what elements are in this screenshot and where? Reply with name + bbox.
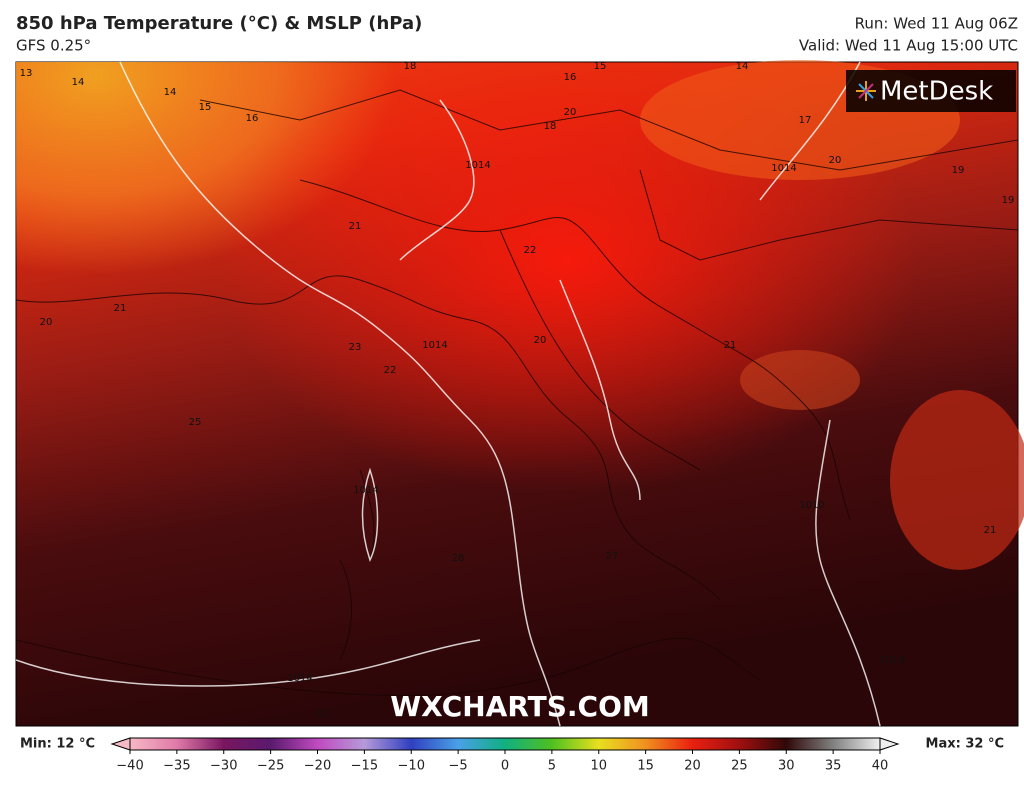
- colorbar-tick-label: 40: [872, 759, 889, 774]
- contour-label: 21: [724, 340, 737, 351]
- contour-label: 1014: [879, 655, 904, 666]
- colorbar-tick-label: −20: [304, 759, 331, 774]
- contour-label: 19: [952, 165, 965, 176]
- valid: Valid: Wed 11 Aug 15:00 UTC: [799, 37, 1018, 55]
- colorbar-tick-label: 20: [684, 759, 701, 774]
- contour-label: 20: [534, 335, 547, 346]
- run: Run: Wed 11 Aug 06Z: [855, 15, 1018, 33]
- contour-label: 19: [1002, 195, 1015, 206]
- contour-label: 22: [384, 365, 397, 376]
- contour-label: 14: [736, 61, 749, 72]
- colorbar-tick-label: −40: [116, 759, 143, 774]
- contour-label: 28: [452, 553, 465, 564]
- contour-label: 20: [40, 317, 53, 328]
- contour-label: 21: [114, 303, 127, 314]
- min-label: Min: 12 °C: [20, 737, 95, 752]
- logo: MetDesk: [880, 77, 993, 107]
- contour-label: 14: [164, 87, 177, 98]
- colorbar-tick-label: 10: [590, 759, 607, 774]
- contour-label: 1014: [465, 160, 490, 171]
- colorbar: −40 −35 −30 −25 −20 −15 −10 −5 0 5 10 15 20 25 30 35 40: [110, 737, 900, 774]
- contour-label: 1014: [287, 673, 312, 684]
- colorbar-tick-label: 35: [825, 759, 842, 774]
- contour-label: 21: [984, 525, 997, 536]
- colorbar-tick-label: −5: [449, 759, 468, 774]
- contour-label: 15: [199, 102, 212, 113]
- colorbar-tick-label: 30: [778, 759, 795, 774]
- colorbar-tick-label: −25: [257, 759, 284, 774]
- colorbar-tick-label: −15: [351, 759, 378, 774]
- colorbar-tick-label: −35: [163, 759, 190, 774]
- subtitle: GFS 0.25°: [16, 37, 91, 55]
- contour-label: 18: [544, 121, 557, 132]
- contour-label: 20: [829, 155, 842, 166]
- contour-label: 23: [349, 342, 362, 353]
- contour-label: 20: [564, 107, 577, 118]
- colorbar-tick-label: 0: [501, 759, 509, 774]
- contour-label: 13: [20, 68, 33, 79]
- contour-label: 17: [799, 115, 812, 126]
- contour-label: 21: [349, 221, 362, 232]
- contour-label: 31: [316, 709, 329, 720]
- colorbar-tick-label: 15: [637, 759, 654, 774]
- colorbar-high-end: [879, 737, 900, 751]
- colorbar-scale: [129, 737, 881, 751]
- colorbar-tick-label: −30: [210, 759, 237, 774]
- title: 850 hPa Temperature (°C) & MSLP (hPa): [16, 13, 422, 34]
- contour-label: 18: [404, 61, 417, 72]
- map: 13 14 14 15 16 18 16 15 14 20 18 17 20 19 19 1014 1014 21…: [15, 60, 1024, 727]
- contour-label: 16: [564, 72, 577, 83]
- colorbar-tick-label: −10: [398, 759, 425, 774]
- contour-label: 22: [524, 245, 537, 256]
- colorbar-low-end: [110, 737, 131, 751]
- colorbar-tick-label: 5: [548, 759, 556, 774]
- contour-label: 1010: [799, 500, 824, 511]
- contour-label: 16: [246, 113, 259, 124]
- watermark: WXCHARTS.COM: [390, 690, 650, 723]
- max-label: Max: 32 °C: [926, 737, 1004, 752]
- contour-label: 1014: [771, 163, 796, 174]
- contour-label: 1014: [353, 485, 378, 496]
- contour-label: 27: [606, 551, 619, 562]
- contour-label: 25: [189, 417, 202, 428]
- contour-label: 14: [72, 77, 85, 88]
- colorbar-tick-label: 25: [731, 759, 748, 774]
- contour-label: 1014: [422, 340, 447, 351]
- contour-label: 15: [594, 61, 607, 72]
